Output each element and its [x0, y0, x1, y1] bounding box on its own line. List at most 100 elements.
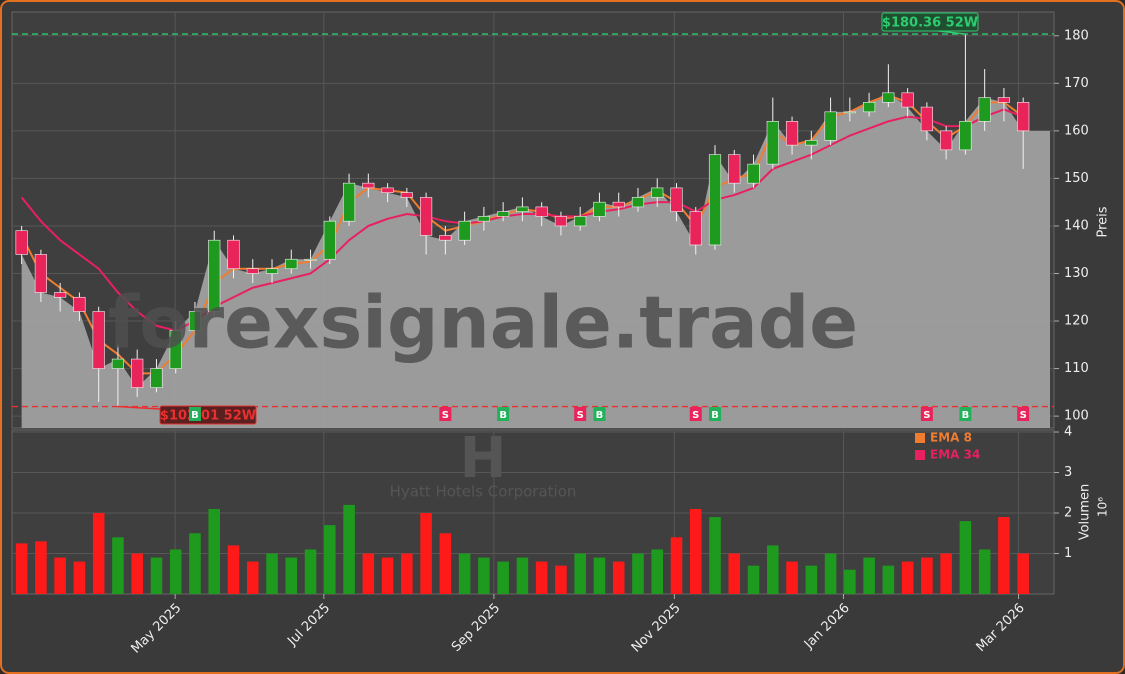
- volume-bar: [227, 545, 240, 594]
- candle-body: [458, 220, 471, 241]
- candle-body: [651, 187, 664, 198]
- volume-bar: [478, 557, 490, 594]
- signal-marker: [574, 407, 587, 421]
- volume-bar: [612, 561, 625, 594]
- candle-body: [785, 121, 799, 146]
- y-tick-label: 2: [1064, 506, 1072, 521]
- y-tick-label: 180: [1064, 28, 1089, 43]
- candle-body: [535, 206, 548, 217]
- volume-bar: [458, 553, 471, 594]
- candle-body: [728, 154, 741, 184]
- candle-body: [439, 235, 452, 241]
- candle-body: [323, 220, 336, 260]
- volume-bar: [304, 549, 317, 594]
- signal-marker: [920, 407, 933, 421]
- signal-label: B: [596, 410, 604, 421]
- candle-body: [54, 292, 67, 298]
- y-tick-label: 100: [1064, 409, 1089, 424]
- candle-body: [843, 111, 856, 114]
- candle-body: [959, 121, 972, 151]
- extreme-box: [881, 12, 979, 32]
- volume-bar: [535, 561, 548, 594]
- y-tick-label: 150: [1064, 171, 1089, 186]
- y-tick-label: 110: [1064, 361, 1089, 376]
- volume-scale: 10⁶: [1096, 497, 1110, 517]
- volume-bar: [709, 517, 721, 594]
- volume-bar: [959, 521, 972, 594]
- volume-bar: [92, 513, 105, 594]
- candle-body: [631, 197, 645, 208]
- candle-body: [612, 201, 625, 208]
- volume-bar: [555, 565, 567, 594]
- price-area: [21, 92, 1050, 428]
- volume-bar: [824, 553, 837, 594]
- volume-bar: [189, 533, 201, 594]
- y-axis-label: Preis: [1096, 206, 1111, 237]
- signal-marker: [959, 407, 972, 421]
- candle-body: [131, 358, 144, 388]
- legend-label: EMA 34: [930, 448, 980, 462]
- candle-body: [400, 192, 413, 198]
- volume-bar: [1017, 553, 1029, 594]
- signal-marker: [689, 407, 702, 421]
- volume-bar: [131, 553, 143, 594]
- candle-body: [1017, 102, 1030, 132]
- volume-bar: [747, 565, 760, 594]
- candle-body: [554, 216, 568, 227]
- candle-body: [882, 92, 895, 103]
- volume-bar: [786, 561, 798, 594]
- candle-body: [150, 368, 163, 388]
- candle-body: [15, 230, 28, 255]
- y-tick-label: 140: [1064, 218, 1089, 233]
- volume-bar: [381, 557, 394, 594]
- candle-body: [111, 358, 125, 369]
- volume-bar: [362, 553, 375, 594]
- volume-bar: [940, 553, 952, 594]
- volume-bar: [266, 553, 278, 594]
- candle-body: [246, 268, 259, 274]
- candle-body: [747, 163, 760, 184]
- volume-bar: [805, 565, 818, 594]
- company-name: Hyatt Hotels Corporation: [390, 483, 577, 501]
- candle-body: [708, 154, 722, 246]
- legend-swatch: [915, 433, 925, 443]
- candle-body: [670, 187, 683, 212]
- signal-label: S: [692, 410, 699, 421]
- volume-bar: [844, 569, 856, 594]
- candle-body: [362, 182, 375, 189]
- candle-body: [92, 311, 105, 369]
- signal-marker: [709, 407, 722, 421]
- candle-body: [227, 239, 240, 270]
- y-tick-label: 170: [1064, 76, 1089, 91]
- candle-body: [477, 216, 490, 222]
- volume-bar: [285, 557, 298, 594]
- volume-bar: [497, 561, 509, 594]
- candle-body: [265, 268, 279, 274]
- volume-bar: [651, 549, 664, 594]
- signal-label: B: [711, 410, 719, 421]
- legend-swatch: [915, 450, 925, 460]
- signal-marker: [497, 407, 510, 421]
- candle-body: [285, 258, 298, 270]
- y-tick-label: 160: [1064, 123, 1089, 138]
- candle-body: [863, 102, 876, 113]
- candle-body: [901, 92, 914, 108]
- candle-body: [73, 296, 86, 312]
- volume-bar: [15, 543, 28, 594]
- candle-body: [824, 111, 837, 141]
- signal-label: S: [1020, 410, 1027, 421]
- volume-bar: [324, 525, 336, 594]
- volume-bar: [73, 561, 86, 594]
- y-tick-label: 1: [1064, 546, 1072, 561]
- volume-bar: [882, 565, 895, 594]
- candle-body: [381, 187, 394, 193]
- volume-bar: [401, 553, 413, 594]
- legend-label: EMA 8: [930, 431, 972, 445]
- logo: H: [460, 426, 507, 491]
- candle-body: [940, 130, 953, 151]
- volume-bar: [767, 545, 779, 594]
- volume-bar: [632, 553, 644, 594]
- candle-body: [516, 206, 529, 212]
- signal-label: B: [191, 410, 199, 421]
